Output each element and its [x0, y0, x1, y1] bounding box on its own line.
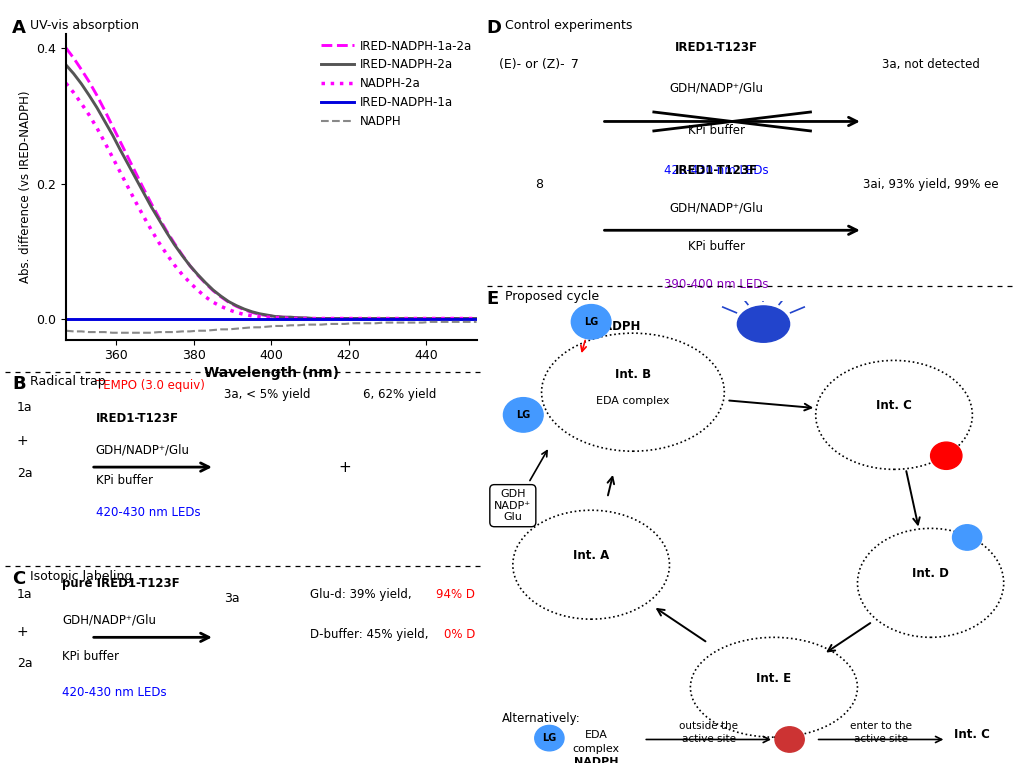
- Y-axis label: Abs. difference (vs IRED-NADPH): Abs. difference (vs IRED-NADPH): [19, 91, 32, 283]
- Text: 3ai, 93% yield, 99% ee: 3ai, 93% yield, 99% ee: [863, 179, 999, 192]
- Text: 6, 62% yield: 6, 62% yield: [363, 388, 436, 401]
- Text: 420-430 nm LEDs: 420-430 nm LEDs: [62, 687, 167, 700]
- Text: Int. C: Int. C: [876, 399, 912, 412]
- Text: NADPH: NADPH: [593, 320, 641, 333]
- Text: 420-430 nm LEDs: 420-430 nm LEDs: [95, 506, 200, 519]
- Text: LG: LG: [584, 317, 598, 327]
- Text: pure IRED1-T123F: pure IRED1-T123F: [62, 578, 179, 591]
- Text: Int. E: Int. E: [756, 671, 792, 684]
- Text: KPi buffer: KPi buffer: [95, 475, 153, 488]
- Text: Proposed cycle: Proposed cycle: [505, 290, 599, 303]
- Legend: IRED-NADPH-1a-2a, IRED-NADPH-2a, NADPH-2a, IRED-NADPH-1a, NADPH: IRED-NADPH-1a-2a, IRED-NADPH-2a, NADPH-2…: [318, 37, 475, 130]
- Text: Int. B: Int. B: [614, 368, 651, 381]
- Circle shape: [931, 442, 962, 469]
- Text: E: E: [487, 290, 499, 308]
- Text: +: +: [17, 625, 28, 639]
- Text: UV-vis absorption: UV-vis absorption: [30, 19, 139, 32]
- X-axis label: Wavelength (nm): Wavelength (nm): [204, 366, 339, 381]
- Text: 2a: 2a: [17, 467, 32, 480]
- Text: active site: active site: [854, 735, 908, 745]
- Text: 1a: 1a: [17, 588, 32, 601]
- Text: Alternatively:: Alternatively:: [502, 712, 581, 726]
- Text: NADPH: NADPH: [574, 757, 619, 763]
- Ellipse shape: [737, 306, 790, 343]
- Text: IRED1-T123F: IRED1-T123F: [675, 41, 758, 54]
- Text: complex: complex: [573, 744, 620, 754]
- Text: 3a, not detected: 3a, not detected: [881, 58, 980, 71]
- Text: KPi buffer: KPi buffer: [62, 650, 120, 663]
- Text: KPi buffer: KPi buffer: [687, 240, 745, 253]
- Text: +: +: [17, 434, 28, 448]
- Text: TEMPO (3.0 equiv): TEMPO (3.0 equiv): [95, 379, 205, 392]
- Text: B: B: [12, 375, 25, 394]
- Text: 420-430 nm LEDs: 420-430 nm LEDs: [664, 164, 769, 177]
- Text: IRED1-T123F: IRED1-T123F: [95, 412, 178, 425]
- Text: GDH
NADP⁺
Glu: GDH NADP⁺ Glu: [494, 489, 531, 523]
- Text: LG: LG: [516, 410, 530, 420]
- Text: 3a, < 5% yield: 3a, < 5% yield: [224, 388, 311, 401]
- Text: active site: active site: [681, 735, 736, 745]
- Text: EDA complex: EDA complex: [596, 396, 669, 406]
- Text: 390-400 nm LEDs: 390-400 nm LEDs: [664, 278, 769, 291]
- Text: GDH/NADP⁺/Glu: GDH/NADP⁺/Glu: [669, 202, 764, 215]
- Circle shape: [503, 398, 544, 432]
- Circle shape: [571, 304, 611, 339]
- Text: enter to the: enter to the: [850, 721, 912, 731]
- Circle shape: [775, 727, 804, 752]
- Text: GDH/NADP⁺/Glu: GDH/NADP⁺/Glu: [62, 613, 156, 626]
- Text: Isotopic labeling: Isotopic labeling: [30, 570, 133, 583]
- Text: 2a: 2a: [17, 657, 32, 671]
- Text: C: C: [12, 570, 25, 588]
- Text: Int. D: Int. D: [913, 567, 949, 581]
- Text: IRED1-T123F: IRED1-T123F: [675, 164, 758, 177]
- Text: Int. A: Int. A: [573, 549, 609, 562]
- Circle shape: [952, 525, 982, 550]
- Text: +: +: [339, 459, 352, 475]
- Text: D-buffer: 45% yield,: D-buffer: 45% yield,: [310, 628, 436, 641]
- Text: 3a: 3a: [224, 592, 240, 605]
- Text: (E)- or (Z)-⁠⁠ 7: (E)- or (Z)-⁠⁠ 7: [499, 58, 579, 71]
- Text: 94% D: 94% D: [436, 588, 476, 601]
- Text: KPi buffer: KPi buffer: [687, 124, 745, 137]
- Text: Radical trap: Radical trap: [30, 375, 106, 388]
- Text: Glu-d: 39% yield,: Glu-d: 39% yield,: [310, 588, 416, 601]
- Text: A: A: [12, 19, 26, 37]
- Text: GDH/NADP⁺/Glu: GDH/NADP⁺/Glu: [669, 82, 764, 95]
- Text: Int. C: Int. C: [954, 729, 991, 742]
- Text: 1a: 1a: [17, 401, 32, 414]
- Text: outside the: outside the: [679, 721, 738, 731]
- Text: D: D: [487, 19, 502, 37]
- Text: Control experiments: Control experiments: [505, 19, 633, 32]
- Text: GDH/NADP⁺/Glu: GDH/NADP⁺/Glu: [95, 443, 190, 456]
- Text: EDA: EDA: [585, 730, 607, 740]
- Text: LG: LG: [542, 733, 557, 743]
- Circle shape: [534, 726, 564, 751]
- Text: 8: 8: [535, 179, 542, 192]
- Text: 0% D: 0% D: [443, 628, 475, 641]
